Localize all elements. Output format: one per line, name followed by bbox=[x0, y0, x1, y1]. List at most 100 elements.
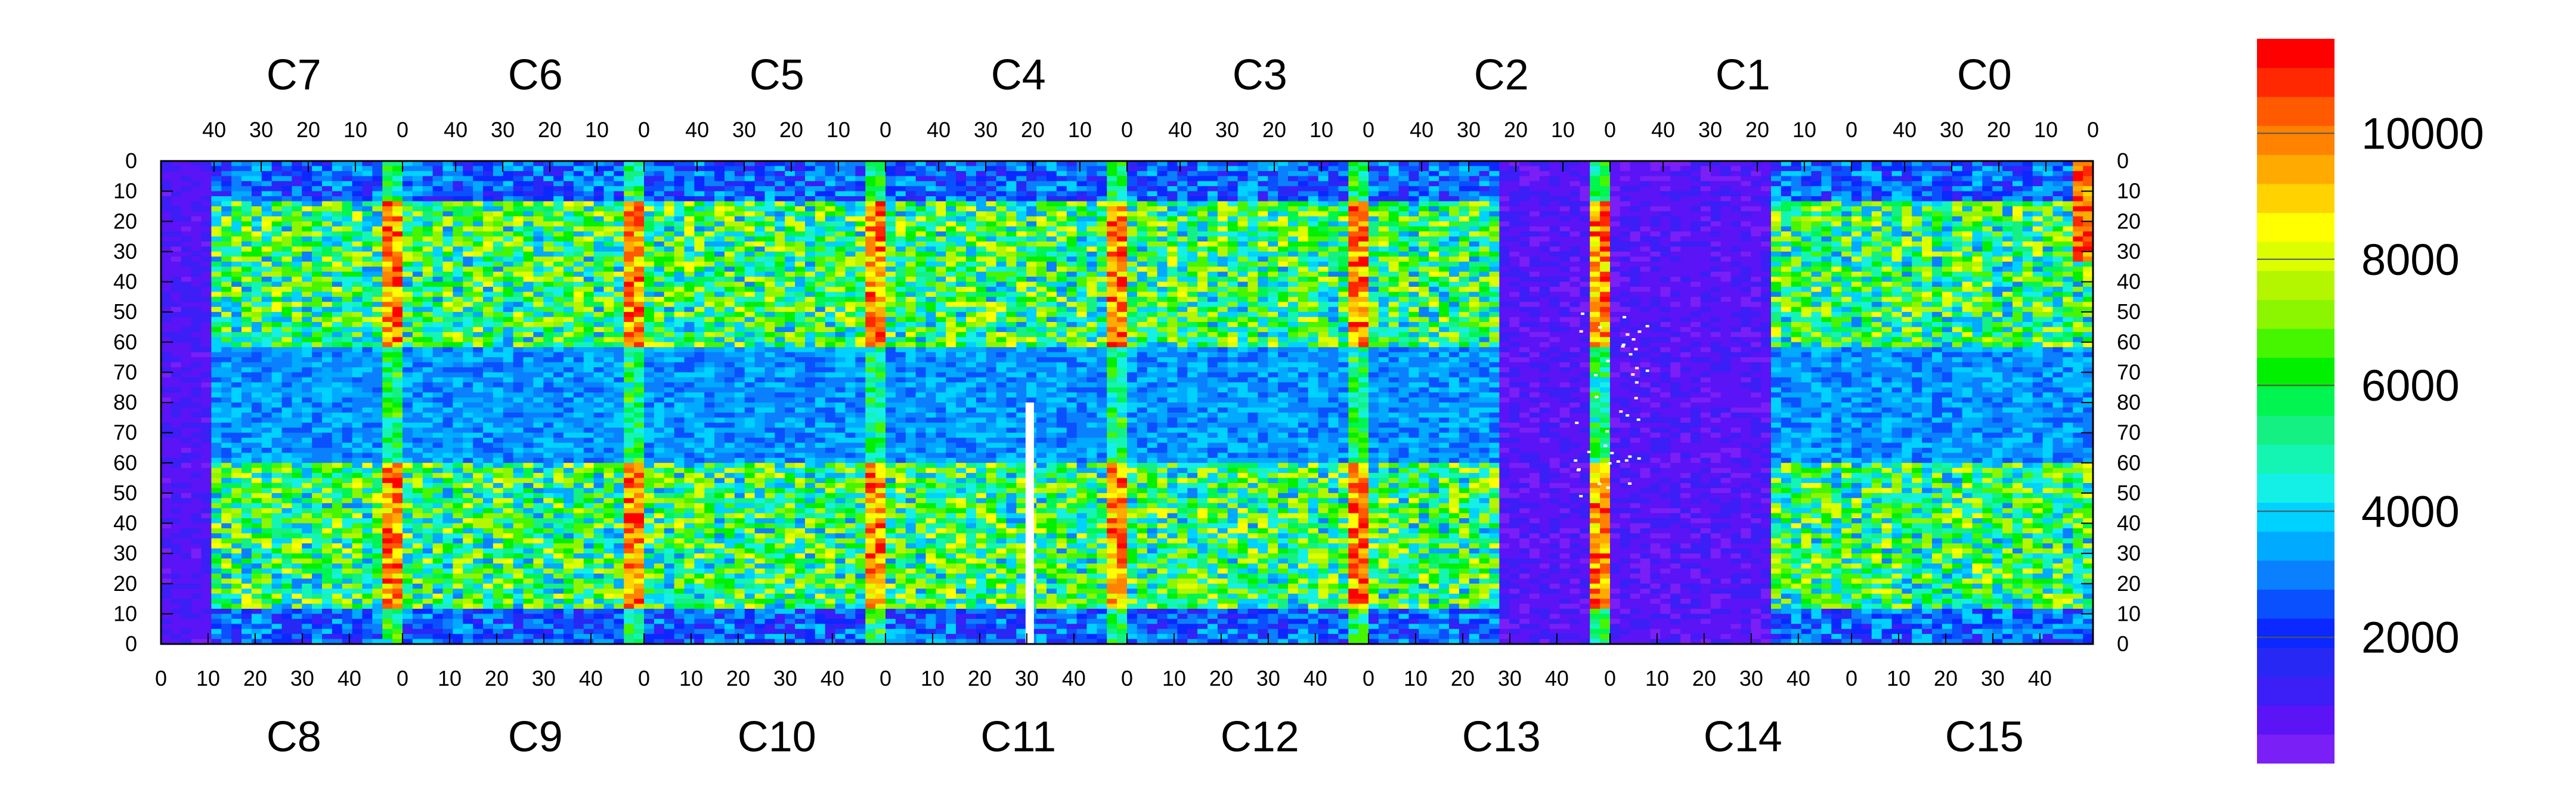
heatmap-cell bbox=[765, 216, 775, 222]
heatmap-cell bbox=[1580, 231, 1590, 237]
heatmap-cell bbox=[956, 181, 966, 187]
heatmap-cell bbox=[2053, 176, 2063, 181]
heatmap-cell bbox=[1168, 191, 1178, 197]
heatmap-cell bbox=[1077, 181, 1087, 187]
heatmap-cell bbox=[1218, 227, 1228, 232]
heatmap-cell bbox=[1228, 246, 1238, 252]
heatmap-cell bbox=[1519, 231, 1530, 237]
heatmap-cell bbox=[1841, 211, 1852, 216]
heatmap-cell bbox=[423, 242, 433, 247]
heatmap-cell bbox=[1389, 186, 1399, 191]
heatmap-cell bbox=[1711, 191, 1721, 197]
heatmap-cell bbox=[855, 272, 865, 277]
heatmap-cell bbox=[1751, 231, 1761, 237]
heatmap-cell bbox=[1932, 256, 1942, 262]
heatmap-cell bbox=[1973, 272, 1983, 277]
heatmap-cell bbox=[1781, 171, 1791, 177]
heatmap-cell bbox=[1389, 216, 1399, 222]
heatmap-cell bbox=[1942, 206, 1952, 212]
heatmap-cell bbox=[231, 176, 242, 181]
heatmap-cell bbox=[1168, 202, 1178, 207]
heatmap-cell bbox=[524, 166, 534, 171]
heatmap-cell bbox=[2073, 262, 2083, 267]
heatmap-cell bbox=[1841, 176, 1852, 181]
heatmap-cell bbox=[1640, 262, 1651, 267]
heatmap-cell bbox=[1882, 277, 1892, 282]
heatmap-cell bbox=[634, 176, 644, 181]
heatmap-cell bbox=[181, 181, 191, 187]
heatmap-cell bbox=[714, 237, 724, 242]
heatmap-cell bbox=[1841, 246, 1852, 252]
heatmap-cell bbox=[765, 196, 775, 202]
heatmap-cell bbox=[503, 171, 513, 177]
heatmap-cell bbox=[1831, 252, 1841, 257]
heatmap-cell bbox=[1801, 227, 1812, 232]
heatmap-cell bbox=[815, 277, 825, 282]
heatmap-cell bbox=[2023, 246, 2033, 252]
heatmap-cell bbox=[1651, 282, 1661, 287]
heatmap-cell bbox=[211, 272, 221, 277]
heatmap-cell bbox=[1973, 231, 1983, 237]
heatmap-cell bbox=[382, 262, 392, 267]
heatmap-cell bbox=[1399, 202, 1409, 207]
heatmap-cell bbox=[231, 282, 242, 287]
heatmap-cell bbox=[433, 227, 443, 232]
heatmap-cell bbox=[1962, 282, 1973, 287]
heatmap-cell bbox=[1238, 242, 1248, 247]
heatmap-cell bbox=[1016, 171, 1026, 177]
heatmap-cell bbox=[1862, 231, 1872, 237]
heatmap-cell bbox=[1812, 181, 1822, 187]
heatmap-cell bbox=[815, 282, 825, 287]
heatmap-cell bbox=[1490, 196, 1500, 202]
heatmap-cell bbox=[1379, 252, 1389, 257]
heatmap-cell bbox=[1721, 196, 1731, 202]
heatmap-cell bbox=[986, 206, 996, 212]
heatmap-cell bbox=[1409, 237, 1419, 242]
heatmap-cell bbox=[513, 237, 524, 242]
heatmap-cell bbox=[1751, 287, 1761, 292]
heatmap-cell bbox=[453, 287, 463, 292]
heatmap-cell bbox=[1721, 246, 1731, 252]
heatmap-cell bbox=[1610, 256, 1620, 262]
heatmap-cell bbox=[1590, 206, 1600, 212]
heatmap-cell bbox=[191, 246, 202, 252]
heatmap-cell bbox=[423, 166, 433, 171]
heatmap-cell bbox=[1771, 256, 1781, 262]
heatmap-cell bbox=[231, 191, 242, 197]
heatmap-cell bbox=[1882, 287, 1892, 292]
heatmap-cell bbox=[1016, 176, 1026, 181]
heatmap-cell bbox=[1670, 231, 1680, 237]
heatmap-cell bbox=[1761, 231, 1771, 237]
heatmap-cell bbox=[382, 166, 392, 171]
heatmap-cell bbox=[503, 216, 513, 222]
heatmap-cell bbox=[221, 202, 231, 207]
heatmap-cell bbox=[242, 237, 252, 242]
heatmap-cell bbox=[785, 277, 795, 282]
heatmap-cell bbox=[1258, 186, 1268, 191]
heatmap-cell bbox=[524, 206, 534, 212]
heatmap-cell bbox=[483, 181, 493, 187]
heatmap-cell bbox=[242, 176, 252, 181]
heatmap-cell bbox=[835, 181, 846, 187]
heatmap-cell bbox=[1479, 287, 1490, 292]
heatmap-cell bbox=[1208, 282, 1218, 287]
heatmap-cell bbox=[674, 282, 685, 287]
heatmap-cell bbox=[1821, 277, 1831, 282]
heatmap-cell bbox=[1852, 196, 1862, 202]
heatmap-cell bbox=[1509, 196, 1519, 202]
heatmap-cell bbox=[402, 231, 413, 237]
heatmap-cell bbox=[1701, 176, 1711, 181]
heatmap-cell bbox=[1439, 166, 1449, 171]
heatmap-cell bbox=[473, 267, 483, 272]
heatmap-cell bbox=[1922, 227, 1932, 232]
heatmap-cell bbox=[1670, 202, 1680, 207]
heatmap-cell bbox=[1007, 216, 1017, 222]
heatmap-cell bbox=[1902, 246, 1912, 252]
heatmap-cell bbox=[584, 272, 594, 277]
heatmap-cell bbox=[674, 262, 685, 267]
heatmap-cell bbox=[1168, 181, 1178, 187]
heatmap-cell bbox=[252, 206, 262, 212]
heatmap-cell bbox=[1358, 202, 1368, 207]
heatmap-cell bbox=[372, 216, 382, 222]
heatmap-cell bbox=[1168, 221, 1178, 227]
